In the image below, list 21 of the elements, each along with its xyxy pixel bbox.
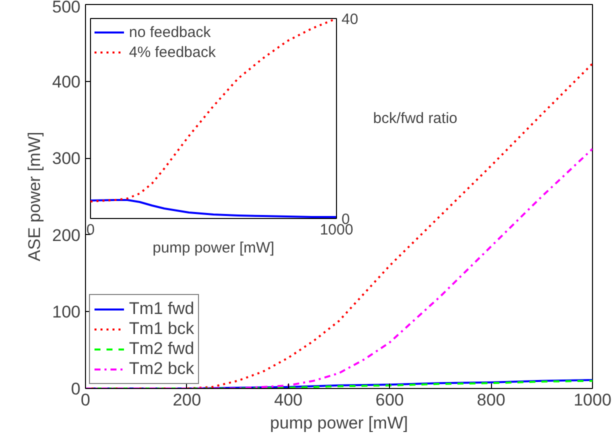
x-axis-title: pump power [mW] [270,414,408,432]
x-tick-label: 200 [172,390,202,410]
y-tick-label: 500 [52,0,81,16]
x-axis-title: pump power [mW] [152,240,274,256]
legend-label: Tm2 fwd [129,339,194,359]
x-tick-label: 800 [476,390,506,410]
legend-label: no feedback [129,24,211,40]
y-tick-label: 300 [52,149,81,168]
x-tick-label: 600 [376,390,404,410]
legend-label: 4% feedback [129,44,216,60]
x-tick-label: 1000 [574,390,612,410]
legend-label: Tm1 fwd [129,299,194,319]
x-tick-label: 400 [274,390,302,410]
y-tick-label: 100 [52,302,81,322]
y-axis-title: ASE power [mW] [25,132,44,262]
legend-label: Tm2 bck [129,359,194,379]
line-series [90,199,336,218]
y2-axis-title: bck/fwd ratio [373,110,458,127]
y-tick-label: 400 [52,72,81,92]
y2-tick-label: 40 [342,11,358,28]
legend-label: Tm1 bck [129,319,194,339]
